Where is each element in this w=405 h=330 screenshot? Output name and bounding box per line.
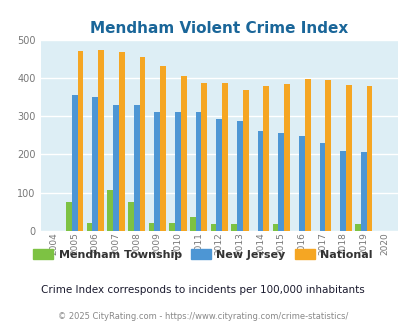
Text: Crime Index corresponds to incidents per 100,000 inhabitants: Crime Index corresponds to incidents per…: [41, 285, 364, 295]
Bar: [354, 224, 360, 231]
Bar: [324, 80, 330, 231]
Bar: [216, 119, 222, 231]
Bar: [195, 112, 201, 231]
Bar: [139, 57, 145, 231]
Bar: [222, 83, 227, 231]
Bar: [92, 97, 98, 231]
Bar: [169, 222, 175, 231]
Bar: [284, 84, 289, 231]
Bar: [242, 90, 248, 231]
Bar: [133, 105, 139, 231]
Bar: [98, 50, 104, 231]
Bar: [237, 121, 242, 231]
Text: © 2025 CityRating.com - https://www.cityrating.com/crime-statistics/: © 2025 CityRating.com - https://www.city…: [58, 312, 347, 321]
Bar: [148, 222, 154, 231]
Bar: [319, 143, 324, 231]
Bar: [360, 152, 366, 231]
Bar: [72, 95, 77, 231]
Bar: [113, 105, 119, 231]
Bar: [128, 202, 133, 231]
Bar: [77, 51, 83, 231]
Bar: [119, 52, 124, 231]
Bar: [339, 150, 345, 231]
Bar: [107, 190, 113, 231]
Bar: [175, 112, 180, 231]
Bar: [210, 224, 216, 231]
Bar: [345, 85, 351, 231]
Bar: [304, 79, 310, 231]
Bar: [154, 112, 160, 231]
Bar: [86, 223, 92, 231]
Bar: [201, 83, 207, 231]
Bar: [272, 224, 277, 231]
Bar: [231, 224, 237, 231]
Bar: [263, 86, 269, 231]
Bar: [160, 66, 166, 231]
Bar: [366, 85, 371, 231]
Legend: Mendham Township, New Jersey, National: Mendham Township, New Jersey, National: [29, 245, 376, 264]
Bar: [190, 217, 195, 231]
Bar: [277, 133, 284, 231]
Title: Mendham Violent Crime Index: Mendham Violent Crime Index: [90, 21, 347, 36]
Bar: [66, 202, 72, 231]
Bar: [257, 131, 263, 231]
Bar: [180, 76, 186, 231]
Bar: [298, 136, 304, 231]
